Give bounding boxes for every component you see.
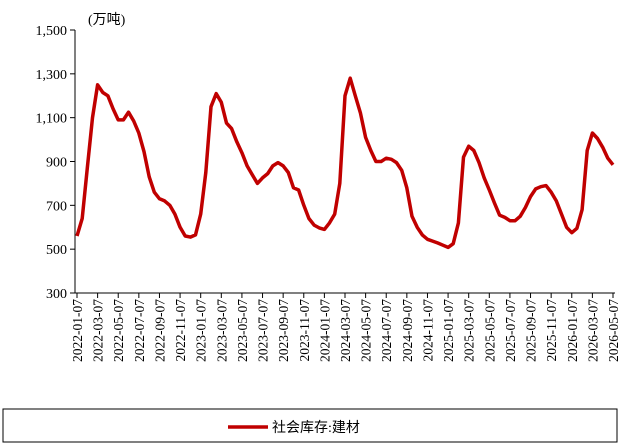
x-tick-label: 2024-01-07 bbox=[317, 299, 332, 362]
x-tick-label: 2025-05-07 bbox=[482, 299, 497, 362]
x-tick-label: 2022-07-07 bbox=[132, 299, 147, 362]
x-tick-label: 2022-05-07 bbox=[111, 299, 126, 362]
y-tick-label: 1,500 bbox=[36, 24, 68, 39]
series-line bbox=[75, 76, 615, 250]
x-tick-label: 2022-09-07 bbox=[152, 299, 167, 362]
legend-label: 社会库存:建材 bbox=[272, 420, 360, 436]
x-tick-label: 2026-05-07 bbox=[606, 299, 621, 362]
x-tick-label: 2022-01-07 bbox=[70, 299, 85, 362]
x-tick-label: 2024-09-07 bbox=[400, 299, 415, 362]
x-tick-label: 2025-09-07 bbox=[524, 299, 539, 362]
x-tick-label: 2024-11-07 bbox=[420, 299, 435, 362]
x-tick-label: 2024-07-07 bbox=[379, 299, 394, 362]
y-tick-label: 900 bbox=[46, 156, 67, 171]
x-tick-label: 2023-01-07 bbox=[194, 299, 209, 362]
x-tick-label: 2023-05-07 bbox=[235, 299, 250, 362]
x-tick-label: 2025-07-07 bbox=[503, 299, 518, 362]
unit-label: (万吨) bbox=[88, 12, 126, 28]
legend-box bbox=[2, 408, 618, 443]
y-tick-label: 300 bbox=[46, 287, 67, 302]
x-tick-label: 2023-03-07 bbox=[214, 299, 229, 362]
y-tick-label: 1,300 bbox=[36, 68, 68, 83]
y-tick-label: 500 bbox=[46, 243, 67, 258]
x-tick-label: 2023-09-07 bbox=[276, 299, 291, 362]
x-tick-label: 2025-01-07 bbox=[441, 299, 456, 362]
x-tick-label: 2025-03-07 bbox=[462, 299, 477, 362]
x-tick-label: 2026-03-07 bbox=[585, 299, 600, 362]
x-tick-label: 2022-11-07 bbox=[173, 299, 188, 362]
x-tick-label: 2026-01-07 bbox=[565, 299, 580, 362]
x-tick-label: 2024-03-07 bbox=[338, 299, 353, 362]
x-tick-label: 2022-03-07 bbox=[91, 299, 106, 362]
x-tick-label: 2023-07-07 bbox=[256, 299, 271, 362]
x-tick-label: 2024-05-07 bbox=[359, 299, 374, 362]
y-tick-label: 700 bbox=[46, 199, 67, 214]
x-tick-label: 2023-11-07 bbox=[297, 299, 312, 362]
x-tick-label: 2025-11-07 bbox=[544, 299, 559, 362]
y-tick-label: 1,100 bbox=[36, 112, 68, 127]
